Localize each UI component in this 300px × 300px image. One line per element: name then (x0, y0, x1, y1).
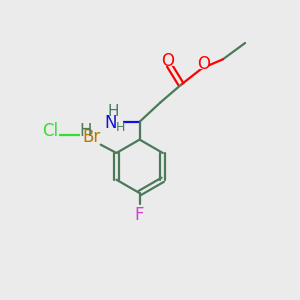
FancyBboxPatch shape (197, 59, 209, 69)
Text: F: F (135, 206, 144, 224)
FancyBboxPatch shape (105, 118, 123, 128)
Text: O: O (197, 55, 210, 73)
Text: Cl: Cl (42, 122, 58, 140)
Text: H: H (116, 121, 125, 134)
Text: O: O (161, 52, 174, 70)
FancyBboxPatch shape (41, 126, 59, 136)
FancyBboxPatch shape (108, 107, 119, 116)
Text: H: H (80, 122, 92, 140)
Text: H: H (108, 104, 119, 119)
Text: N: N (104, 114, 117, 132)
FancyBboxPatch shape (80, 132, 103, 142)
Text: Br: Br (82, 128, 101, 146)
FancyBboxPatch shape (162, 56, 174, 66)
FancyBboxPatch shape (134, 210, 145, 220)
FancyBboxPatch shape (80, 126, 92, 136)
